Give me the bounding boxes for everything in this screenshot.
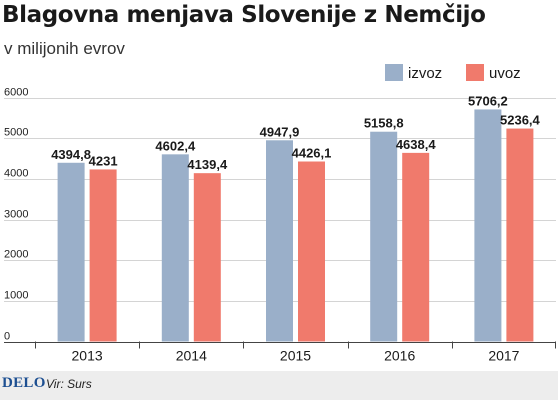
y-tick-label: 0: [4, 331, 10, 343]
x-tick-label: 2014: [176, 348, 207, 364]
bar-uvoz-2015: [298, 161, 325, 342]
data-label: 5236,4: [500, 113, 541, 128]
data-label: 4602,4: [155, 138, 196, 153]
bar-uvoz-2014: [193, 173, 221, 342]
y-tick-label: 4000: [4, 168, 28, 180]
bar-izvoz-2016: [370, 131, 398, 342]
chart-subtitle: v milijonih evrov: [4, 39, 125, 58]
y-tick-label: 5000: [4, 127, 28, 139]
x-tick-label: 2017: [488, 348, 519, 364]
bar-uvoz-2017: [506, 128, 534, 342]
y-tick-label: 1000: [4, 290, 28, 302]
bar-izvoz-2015: [266, 140, 293, 342]
data-label: 5706,2: [468, 93, 508, 108]
bar-izvoz-2013: [57, 162, 85, 342]
y-tick-label: 3000: [4, 209, 28, 221]
bar-izvoz-2014: [161, 154, 189, 342]
legend-label: uvoz: [489, 65, 521, 82]
y-tick-label: 2000: [4, 249, 28, 261]
bar-izvoz-2017: [474, 109, 502, 342]
legend-swatch-uvoz: [466, 64, 484, 81]
data-label: 4139,4: [187, 157, 228, 172]
delo-logo: DELO: [2, 375, 46, 391]
footer: DELO Vir: Surs: [0, 371, 558, 400]
data-label: 4638,4: [396, 137, 437, 152]
x-tick-label: 2013: [72, 348, 103, 364]
data-label: 4394,8: [51, 147, 91, 162]
source-note: Vir: Surs: [46, 377, 92, 391]
data-label: 5158,8: [364, 116, 404, 131]
x-tick-label: 2015: [280, 348, 311, 364]
data-label: 4947,9: [260, 124, 300, 139]
data-label: 4426,1: [292, 146, 332, 161]
data-label: 4231: [89, 153, 118, 168]
chart-title: Blagovna menjava Slovenije z Nemčijo: [2, 2, 486, 28]
bar-uvoz-2013: [89, 169, 117, 342]
y-tick-label: 6000: [4, 87, 28, 99]
legend-swatch-izvoz: [385, 64, 403, 81]
x-tick-label: 2016: [384, 348, 415, 364]
bar-uvoz-2016: [402, 152, 430, 342]
legend-label: izvoz: [408, 65, 442, 82]
